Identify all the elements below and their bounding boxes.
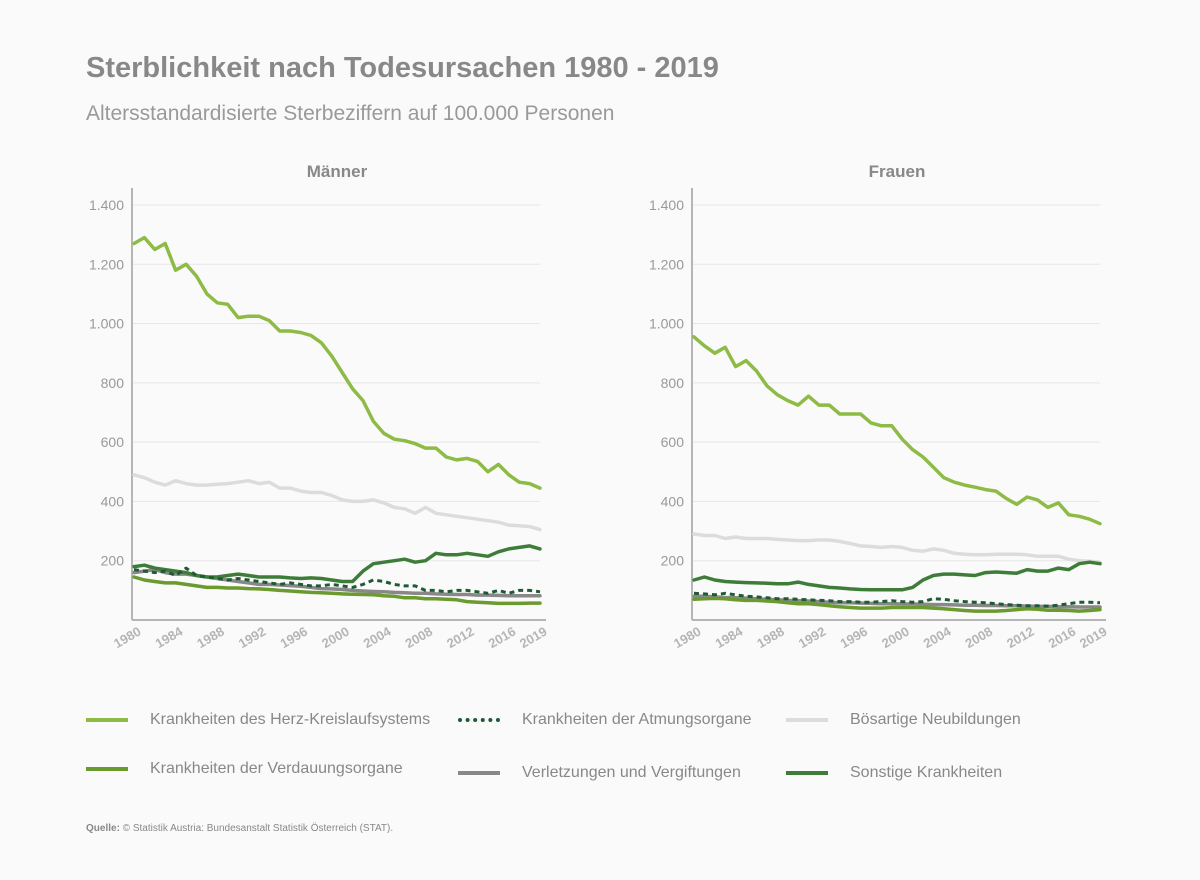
x-tick-label-frauen: 2004: [921, 623, 954, 651]
y-tick-label-frauen: 1.200: [649, 256, 684, 272]
series-line-frauen-0: [692, 335, 1102, 526]
x-tick-label-frauen: 1992: [796, 624, 829, 651]
series-line-maenner-2: [132, 473, 542, 532]
x-tick-label-frauen: 2019: [1077, 624, 1110, 651]
x-tick-label-maenner: 1988: [194, 624, 227, 651]
y-tick-label-frauen: 200: [661, 553, 685, 569]
legend-item-atmungsorgane: Krankheiten der Atmungsorgane: [458, 711, 751, 729]
y-tick-label-maenner: 1.000: [89, 316, 124, 332]
legend-label-verdauungsorgane: Krankheiten der Verdauungsorgane: [150, 760, 403, 777]
legend-item-verdauungsorgane: Krankheiten der Verdauungsorgane: [86, 760, 403, 778]
y-tick-label-maenner: 200: [101, 553, 125, 569]
panel-title-frauen: Frauen: [869, 162, 926, 181]
x-tick-label-maenner: 2008: [402, 624, 435, 651]
x-tick-label-maenner: 2000: [319, 624, 352, 651]
y-tick-label-maenner: 1.400: [89, 197, 124, 213]
legend-swatch-verletzungen: [458, 771, 500, 775]
legend-swatch-sonstige: [786, 771, 828, 775]
x-tick-label-maenner: 1996: [278, 624, 311, 651]
series-line-frauen-2: [692, 532, 1102, 564]
legend-item-herz-kreislauf: Krankheiten des Herz-Kreislaufsystems: [86, 711, 430, 729]
y-tick-label-frauen: 800: [661, 375, 685, 391]
legend-item-sonstige: Sonstige Krankheiten: [786, 764, 1002, 782]
x-tick-label-maenner: 2016: [486, 624, 519, 651]
x-tick-label-frauen: 1996: [838, 624, 871, 651]
series-line-maenner-0: [132, 235, 542, 490]
legend-swatch-neubildungen: [786, 718, 828, 722]
x-tick-label-maenner: 2019: [517, 624, 550, 651]
source-text: © Statistik Austria: Bundesanstalt Stati…: [122, 823, 394, 834]
x-tick-label-frauen: 1984: [713, 623, 746, 651]
y-tick-label-maenner: 1.200: [89, 256, 124, 272]
legend-label-verletzungen: Verletzungen und Vergiftungen: [522, 764, 741, 781]
x-tick-label-frauen: 2000: [879, 624, 912, 651]
legend-label-atmungsorgane: Krankheiten der Atmungsorgane: [522, 711, 752, 728]
source-note: Quelle: © Statistik Austria: Bundesansta…: [86, 823, 393, 834]
x-tick-label-frauen: 2012: [1004, 624, 1037, 651]
x-tick-label-maenner: 1980: [111, 624, 144, 651]
legend-label-neubildungen: Bösartige Neubildungen: [850, 711, 1021, 728]
charts-svg: Männer 200 400 600 800 1.000 1.200 1.400 1980 198…: [89, 162, 1110, 651]
x-tick-label-frauen: 1980: [671, 624, 704, 651]
chart-panel-maenner: Männer 200 400 600 800 1.000 1.200 1.400 1980 198…: [89, 162, 550, 651]
series-line-maenner-3: [132, 575, 542, 606]
x-tick-label-maenner: 1984: [153, 623, 186, 651]
y-tick-label-frauen: 1.000: [649, 316, 684, 332]
legend-label-herz-kreislauf: Krankheiten des Herz-Kreislaufsystems: [150, 711, 431, 728]
y-tick-label-maenner: 400: [101, 493, 125, 509]
legend-swatch-herz-kreislauf: [86, 718, 128, 722]
legend-item-neubildungen: Bösartige Neubildungen: [786, 711, 1021, 729]
x-tick-label-frauen: 2008: [962, 624, 995, 651]
chart-title: Sterblichkeit nach Todesursachen 1980 - …: [86, 52, 719, 84]
y-tick-label-maenner: 800: [101, 375, 125, 391]
x-tick-label-maenner: 2004: [361, 623, 394, 651]
series-line-maenner-1: [133, 566, 541, 595]
y-tick-label-frauen: 400: [661, 493, 685, 509]
legend-item-verletzungen: Verletzungen und Vergiftungen: [458, 764, 741, 782]
chart-panel-frauen: Frauen 200 400 600 800 1.000 1.200 1.400 1980 198…: [649, 162, 1110, 651]
series-line-frauen-5: [692, 560, 1102, 592]
y-tick-label-frauen: 600: [661, 434, 685, 450]
panel-title-maenner: Männer: [307, 162, 368, 181]
legend-swatch-verdauungsorgane: [86, 767, 128, 771]
series-line-frauen-3: [692, 596, 1102, 613]
x-tick-label-maenner: 2012: [444, 624, 477, 651]
x-tick-label-frauen: 1988: [754, 624, 787, 651]
legend-label-sonstige: Sonstige Krankheiten: [850, 764, 1003, 781]
y-tick-label-maenner: 600: [101, 434, 125, 450]
y-tick-label-frauen: 1.400: [649, 197, 684, 213]
source-label: Quelle:: [86, 823, 120, 834]
x-tick-label-maenner: 1992: [236, 624, 269, 651]
x-tick-label-frauen: 2016: [1046, 624, 1079, 651]
chart-subtitle: Altersstandardisierte Sterbeziffern auf …: [86, 102, 615, 125]
legend-swatch-atmungsorgane: [458, 718, 500, 722]
